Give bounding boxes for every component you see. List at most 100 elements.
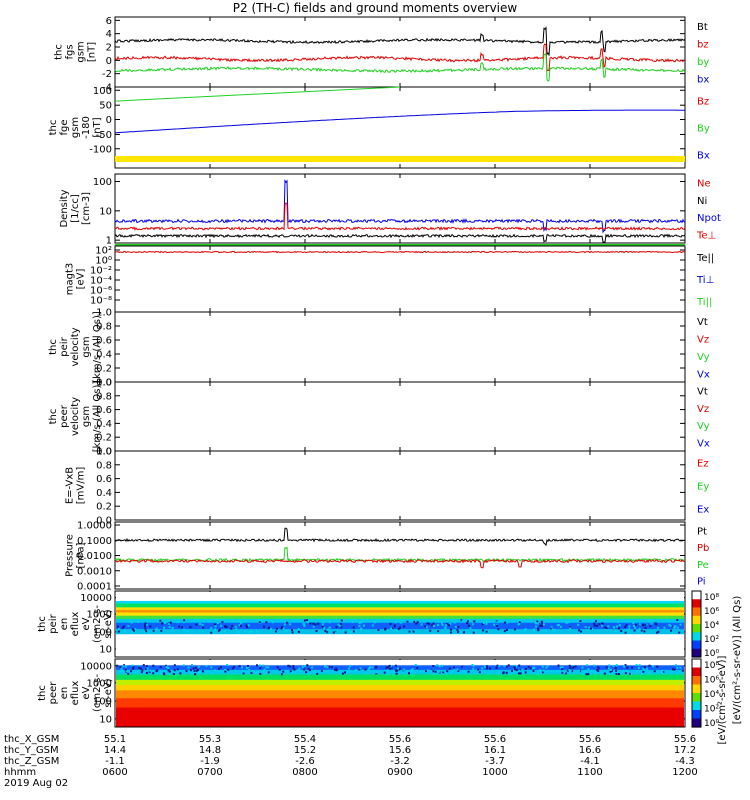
heatmap-band-peer_eflux — [116, 679, 684, 686]
y-tick-label-fge: 0 — [106, 115, 112, 126]
heatmap-speckle — [177, 621, 180, 623]
heatmap-speckle — [581, 666, 584, 669]
heatmap-speckle — [497, 628, 500, 631]
y-tick-label-peer_velocity: 0.2 — [96, 433, 112, 444]
heatmap-band-peer_eflux — [116, 669, 684, 676]
heatmap-speckle — [557, 664, 560, 667]
heatmap-speckle — [593, 624, 596, 627]
heatmap-speckle — [280, 619, 283, 622]
y-tick-label-efield: 0.2 — [96, 502, 112, 513]
heatmap-speckle — [466, 622, 469, 625]
heatmap-speckle — [352, 630, 355, 633]
heatmap-speckle — [122, 665, 125, 668]
heatmap-speckle — [238, 665, 241, 668]
series-line-Ne — [114, 202, 686, 231]
heatmap-speckle — [617, 621, 620, 624]
heatmap-speckle — [394, 664, 397, 667]
heatmap-speckle — [402, 668, 405, 671]
heatmap-speckle — [192, 667, 195, 670]
legend-fgs-bz: bz — [697, 39, 709, 50]
heatmap-speckle — [342, 629, 345, 632]
heatmap-speckle — [339, 624, 342, 627]
heatmap-speckle — [341, 672, 344, 675]
heatmap-speckle — [250, 630, 253, 633]
y-axis-label-peir_velocity: velocity — [70, 327, 81, 366]
heatmap-speckle — [456, 629, 459, 631]
heatmap-speckle — [460, 619, 463, 622]
heatmap-speckle — [613, 626, 615, 629]
heatmap-speckle — [524, 629, 527, 632]
heatmap-speckle — [125, 670, 128, 673]
series-line-Pb — [114, 558, 686, 569]
y-tick-label-peir_velocity: 0.6 — [96, 336, 112, 347]
heatmap-speckle — [210, 631, 213, 634]
y-axis-label-peer_velocity: gsm — [81, 406, 92, 427]
series-line-By — [114, 86, 401, 102]
heatmap-speckle — [525, 667, 527, 670]
heatmap-speckle — [669, 625, 672, 628]
heatmap-speckle — [237, 619, 240, 622]
heatmap-speckle — [230, 627, 233, 630]
heatmap-speckle — [578, 669, 581, 672]
heatmap-speckle — [344, 631, 347, 634]
heatmap-speckle — [320, 670, 323, 672]
heatmap-speckle — [402, 619, 405, 622]
heatmap-speckle — [391, 627, 394, 630]
heatmap-band-peir_eflux — [116, 609, 684, 613]
heatmap-speckle — [653, 670, 656, 673]
heatmap-speckle — [467, 670, 470, 673]
heatmap-speckle — [144, 627, 147, 630]
heatmap-speckle — [495, 667, 498, 669]
heatmap-speckle — [608, 667, 610, 670]
x-axis-value-hhmm: 0900 — [387, 767, 412, 778]
heatmap-speckle — [425, 626, 428, 629]
heatmap-speckle — [231, 625, 234, 627]
heatmap-speckle — [674, 664, 677, 667]
heatmap-speckle — [590, 669, 593, 672]
series-line-Pt — [114, 527, 686, 547]
heatmap-speckle — [183, 619, 186, 622]
heatmap-speckle — [291, 629, 293, 631]
x-axis-value-hhmm: 0700 — [197, 767, 222, 778]
heatmap-speckle — [485, 665, 488, 668]
heatmap-speckle — [568, 664, 571, 667]
heatmap-speckle — [197, 670, 200, 673]
heatmap-speckle — [628, 620, 631, 623]
heatmap-speckle — [155, 673, 158, 676]
heatmap-speckle — [267, 666, 270, 669]
heatmap-speckle — [205, 664, 208, 667]
heatmap-speckle — [359, 667, 362, 670]
heatmap-speckle — [410, 669, 413, 672]
heatmap-speckle — [287, 664, 290, 667]
heatmap-speckle — [635, 664, 638, 666]
heatmap-speckle — [263, 668, 266, 671]
heatmap-band-peer_eflux — [116, 707, 684, 727]
heatmap-speckle — [517, 670, 520, 673]
heatmap-speckle — [550, 670, 553, 673]
heatmap-speckle — [424, 625, 427, 628]
x-axis-value-thc_Z_GSM: -4.3 — [675, 756, 695, 767]
y-tick-label-peer_velocity: 0.6 — [96, 405, 112, 416]
y-tick-label-fge: -50 — [96, 130, 112, 141]
heatmap-speckle — [662, 671, 665, 673]
heatmap-speckle-peir_eflux — [117, 618, 682, 634]
heatmap-speckle — [624, 664, 627, 667]
y-tick-label-efield: 0.4 — [96, 488, 112, 499]
y-tick-label-peir_eflux: 100 — [93, 627, 112, 638]
heatmap-speckle — [171, 626, 174, 629]
heatmap-speckle — [337, 623, 340, 626]
y-tick-label-fgs: 4 — [106, 29, 112, 40]
y-axis-label-peir_velocity: thc — [48, 339, 59, 355]
heatmap-speckle — [220, 672, 223, 675]
heatmap-speckle — [618, 673, 620, 675]
heatmap-speckle — [246, 626, 249, 629]
heatmap-speckle — [293, 668, 296, 671]
heatmap-band-peir_eflux — [116, 629, 684, 635]
heatmap-speckle — [369, 666, 372, 669]
heatmap-speckle — [444, 626, 447, 629]
heatmap-speckle — [209, 620, 212, 623]
heatmap-speckle — [132, 666, 135, 669]
heatmap-speckle — [505, 671, 508, 674]
heatmap-speckle — [240, 624, 242, 627]
heatmap-speckle — [288, 623, 291, 626]
